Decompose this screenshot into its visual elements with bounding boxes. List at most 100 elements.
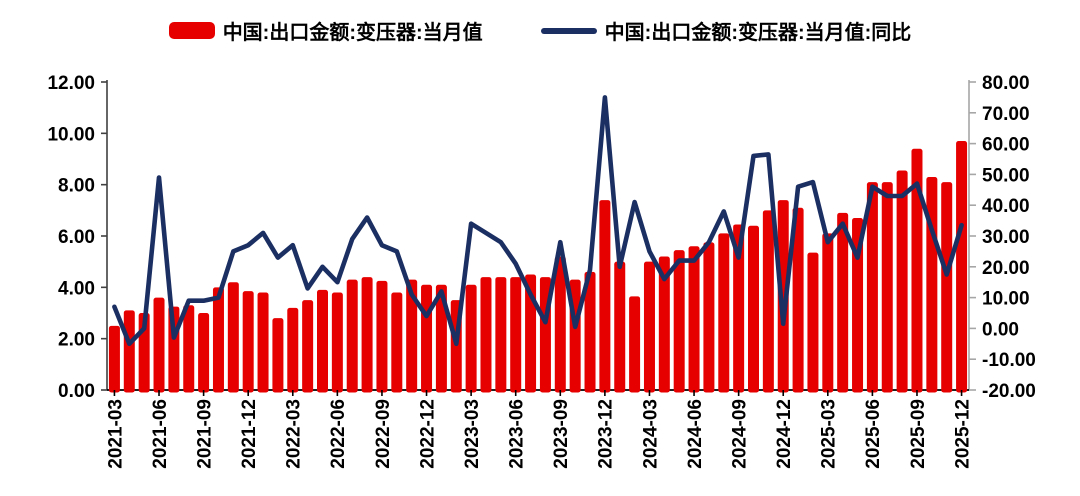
left-axis-tick-label: 6.00 <box>58 227 95 248</box>
bar-2021-06 <box>153 297 165 393</box>
bar-2024-06 <box>688 246 700 393</box>
right-axis-tick-label: -20.00 <box>982 381 1036 402</box>
right-axis-tick-label: 0.00 <box>982 319 1019 340</box>
left-axis-tick-label: 12.00 <box>47 73 95 94</box>
right-axis-tick-label: 70.00 <box>982 104 1030 125</box>
left-axis-tick-label: 4.00 <box>58 278 95 299</box>
bar-2022-05 <box>317 289 328 393</box>
left-axis-tick-label: 10.00 <box>47 124 95 145</box>
bar-2025-09 <box>911 148 923 393</box>
x-axis-tick-label: 2024-12 <box>774 399 795 469</box>
x-axis-tick-label: 2022-12 <box>417 399 438 469</box>
bar-2022-04 <box>302 300 314 393</box>
x-axis-tick-label: 2025-12 <box>952 399 973 469</box>
line-series-swatch-icon <box>540 27 597 34</box>
bar-2023-11 <box>584 271 596 393</box>
bar-series-swatch-icon <box>168 22 215 39</box>
x-axis-tick-label: 2022-06 <box>328 399 349 469</box>
left-axis-tick-label: 0.00 <box>58 381 95 402</box>
bar-2023-12 <box>599 200 611 393</box>
left-axis-tick-label: 2.00 <box>58 330 95 351</box>
x-axis-tick-label: 2025-03 <box>819 399 840 469</box>
x-axis-tick-label: 2025-06 <box>863 399 884 469</box>
bar-2024-03 <box>643 261 655 393</box>
bar-2022-03 <box>287 307 299 393</box>
x-axis-tick-label: 2021-06 <box>150 399 171 469</box>
left-axis-tick-label: 8.00 <box>58 176 95 197</box>
bar-2025-05 <box>852 218 864 393</box>
bar-2021-03 <box>108 325 120 393</box>
x-axis-tick-label: 2021-12 <box>239 399 260 469</box>
right-axis-tick-label: 30.00 <box>982 227 1030 248</box>
bar-2025-01 <box>792 207 804 393</box>
bar-2022-11 <box>406 279 418 393</box>
bar-2025-12 <box>956 141 968 393</box>
right-axis-tick-label: 20.00 <box>982 258 1030 279</box>
legend-item-line-series: 中国:出口金额:变压器:当月值:同比 <box>540 16 912 45</box>
right-axis-tick-label: -10.00 <box>982 350 1036 371</box>
bar-2025-04 <box>837 212 849 393</box>
bar-2022-01 <box>257 292 269 393</box>
x-axis-tick-label: 2022-03 <box>284 399 305 469</box>
yoy-line-series <box>112 95 964 347</box>
x-axis-tick-label: 2023-03 <box>462 399 483 469</box>
right-axis-tick-label: 40.00 <box>982 196 1030 217</box>
x-axis-tick-label: 2023-09 <box>551 399 572 469</box>
bar-2022-06 <box>331 292 343 393</box>
bar-2024-05 <box>673 250 685 393</box>
x-axis-tick-label: 2025-09 <box>908 399 929 469</box>
bar-2023-06 <box>510 277 522 393</box>
bar-2023-09 <box>554 256 566 393</box>
bar-series-label: 中国:出口金额:变压器:当月值 <box>222 22 483 44</box>
legend-item-bar-series: 中国:出口金额:变压器:当月值 <box>168 16 483 45</box>
bar-2025-08 <box>896 170 908 393</box>
bar-2023-03 <box>465 284 477 393</box>
bar-2021-11 <box>227 282 239 393</box>
bar-2021-12 <box>242 291 254 393</box>
bar-2025-07 <box>881 182 893 393</box>
bar-2024-07 <box>703 242 715 393</box>
bar-2022-08 <box>361 277 373 393</box>
bar-2024-11 <box>762 210 774 393</box>
bar-2022-07 <box>346 279 358 393</box>
bar-2025-11 <box>941 182 953 393</box>
bar-2024-04 <box>658 256 670 393</box>
right-axis-tick-label: 80.00 <box>982 73 1030 94</box>
right-axis-tick-label: 10.00 <box>982 289 1030 310</box>
bar-2022-10 <box>391 292 403 393</box>
x-axis-tick-label: 2022-09 <box>373 399 394 469</box>
bar-2021-08 <box>183 305 195 393</box>
right-axis-tick-label: 50.00 <box>982 165 1030 186</box>
bar-2024-08 <box>718 233 730 393</box>
line-series-label: 中国:出口金额:变压器:当月值:同比 <box>604 22 912 44</box>
chart-legend: 中国:出口金额:变压器:当月值 中国:出口金额:变压器:当月值:同比 <box>0 16 1080 45</box>
bar-2022-02 <box>272 318 284 393</box>
bar-2025-10 <box>926 176 938 393</box>
x-axis-tick-label: 2023-12 <box>596 399 617 469</box>
x-axis-tick-label: 2024-06 <box>685 399 706 469</box>
bar-2025-06 <box>866 182 878 393</box>
bar-2021-10 <box>212 287 224 393</box>
bar-2023-05 <box>495 277 507 393</box>
bar-2023-01 <box>435 284 447 393</box>
x-axis-tick-label: 2021-03 <box>105 399 126 469</box>
x-axis-tick-label: 2024-09 <box>729 399 750 469</box>
bar-2024-12 <box>777 200 789 393</box>
bar-2024-10 <box>748 225 759 393</box>
bar-2021-09 <box>198 313 210 393</box>
bar-2024-02 <box>629 296 641 393</box>
bar-2021-04 <box>123 310 135 393</box>
bar-2024-01 <box>614 261 626 393</box>
right-axis-tick-label: 60.00 <box>982 135 1030 156</box>
x-axis-tick-label: 2021-09 <box>194 399 215 469</box>
bar-2025-02 <box>807 252 819 393</box>
x-axis-tick-label: 2023-06 <box>507 399 528 469</box>
bar-2025-03 <box>822 233 834 393</box>
bar-2022-12 <box>421 284 433 393</box>
x-axis-tick-label: 2024-03 <box>640 399 661 469</box>
bar-2024-09 <box>733 224 745 393</box>
bar-2023-04 <box>480 277 492 393</box>
bar-2022-09 <box>376 280 388 393</box>
